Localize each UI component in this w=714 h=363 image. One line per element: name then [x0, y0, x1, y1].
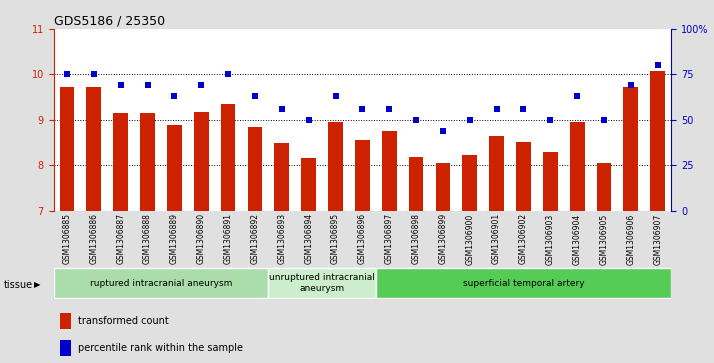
Bar	[463, 155, 477, 211]
Text: GSM1306889: GSM1306889	[170, 213, 179, 264]
Text: GSM1306899: GSM1306899	[438, 213, 448, 265]
Text: GSM1306900: GSM1306900	[466, 213, 474, 265]
Bar	[650, 71, 665, 211]
Text: GSM1306885: GSM1306885	[63, 213, 71, 264]
Text: GDS5186 / 25350: GDS5186 / 25350	[54, 15, 165, 28]
Text: tissue: tissue	[4, 280, 33, 290]
Text: GSM1306896: GSM1306896	[358, 213, 367, 265]
Text: GSM1306888: GSM1306888	[143, 213, 152, 264]
Bar	[597, 163, 611, 211]
Bar	[54, 269, 268, 298]
Bar	[60, 313, 71, 329]
Bar	[516, 142, 531, 211]
Text: GSM1306887: GSM1306887	[116, 213, 125, 264]
Bar	[328, 122, 343, 211]
Text: GSM1306891: GSM1306891	[223, 213, 233, 264]
Bar	[140, 113, 155, 211]
Text: GSM1306906: GSM1306906	[626, 213, 635, 265]
Text: GSM1306892: GSM1306892	[251, 213, 259, 264]
Bar	[382, 131, 396, 211]
Text: GSM1306902: GSM1306902	[519, 213, 528, 265]
Text: GSM1306898: GSM1306898	[411, 213, 421, 264]
Bar	[86, 87, 101, 211]
Bar	[543, 151, 558, 211]
Bar	[194, 112, 208, 211]
Text: transformed count: transformed count	[79, 316, 169, 326]
Bar	[60, 340, 71, 356]
Bar	[114, 113, 128, 211]
Bar	[59, 87, 74, 211]
Text: GSM1306895: GSM1306895	[331, 213, 340, 265]
Text: GSM1306886: GSM1306886	[89, 213, 99, 264]
Text: GSM1306894: GSM1306894	[304, 213, 313, 265]
Bar	[221, 104, 236, 211]
Bar	[248, 127, 262, 211]
Bar	[623, 87, 638, 211]
Text: percentile rank within the sample: percentile rank within the sample	[79, 343, 243, 353]
Text: GSM1306893: GSM1306893	[277, 213, 286, 265]
Bar	[376, 269, 671, 298]
Text: GSM1306897: GSM1306897	[385, 213, 393, 265]
Bar	[355, 140, 370, 211]
Text: superficial temporal artery: superficial temporal artery	[463, 279, 584, 287]
Text: GSM1306904: GSM1306904	[573, 213, 582, 265]
Text: ▶: ▶	[34, 281, 41, 289]
Bar	[167, 125, 182, 211]
Bar	[436, 163, 451, 211]
Text: unruptured intracranial
aneurysm: unruptured intracranial aneurysm	[269, 273, 375, 293]
Bar	[274, 143, 289, 211]
Bar	[489, 136, 504, 211]
Text: GSM1306903: GSM1306903	[545, 213, 555, 265]
Text: GSM1306907: GSM1306907	[653, 213, 662, 265]
Bar	[570, 122, 585, 211]
Bar	[268, 269, 376, 298]
Text: GSM1306890: GSM1306890	[197, 213, 206, 265]
Text: ruptured intracranial aneurysm: ruptured intracranial aneurysm	[90, 279, 232, 287]
Bar	[408, 157, 423, 211]
Bar	[301, 158, 316, 211]
Text: GSM1306901: GSM1306901	[492, 213, 501, 265]
Text: GSM1306905: GSM1306905	[600, 213, 608, 265]
